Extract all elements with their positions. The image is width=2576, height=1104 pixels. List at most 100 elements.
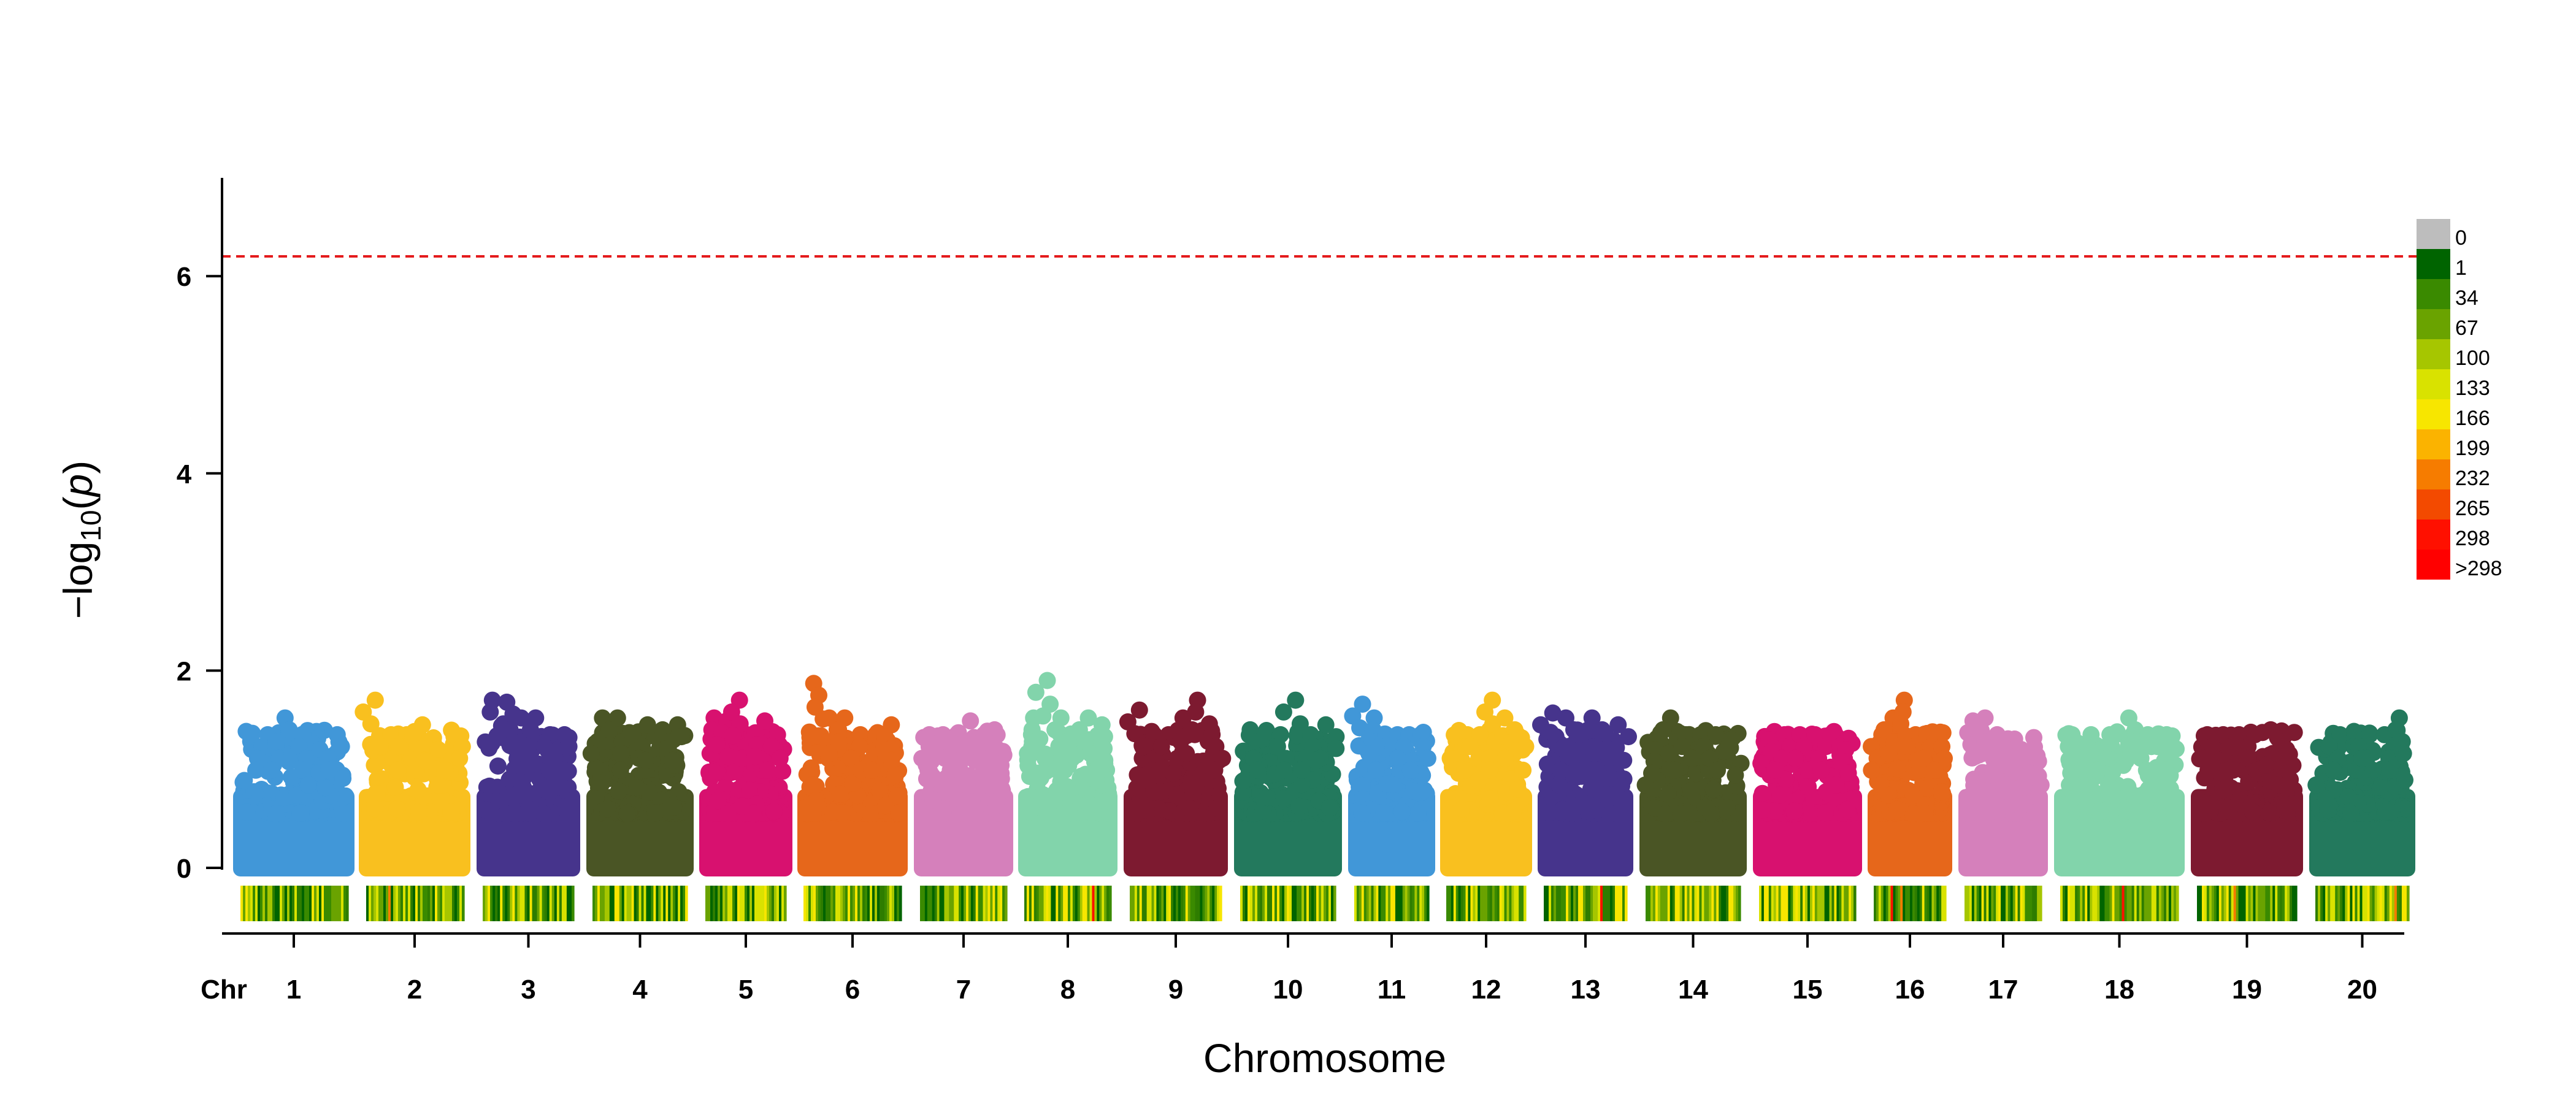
data-point bbox=[834, 804, 851, 821]
data-point bbox=[1151, 761, 1168, 779]
y-tick-label: 0 bbox=[177, 854, 191, 884]
peak-point bbox=[1079, 709, 1097, 727]
data-point bbox=[1481, 761, 1498, 779]
data-point bbox=[803, 776, 821, 794]
chromosome-14-points bbox=[1636, 709, 1750, 876]
density-strip-7 bbox=[920, 886, 1008, 921]
x-tick-label: 6 bbox=[845, 975, 860, 1005]
data-point bbox=[876, 797, 894, 815]
data-point bbox=[1660, 745, 1678, 762]
data-point bbox=[924, 791, 942, 809]
data-point bbox=[334, 805, 352, 822]
data-point bbox=[1461, 738, 1479, 756]
data-point bbox=[719, 805, 737, 822]
data-point bbox=[934, 803, 952, 821]
legend-label: >298 bbox=[2455, 557, 2502, 580]
data-point bbox=[1654, 721, 1672, 738]
data-point bbox=[861, 805, 879, 822]
data-point bbox=[2030, 753, 2047, 770]
data-point bbox=[1046, 721, 1064, 738]
data-point bbox=[1569, 797, 1587, 815]
data-point bbox=[1863, 761, 1880, 779]
data-point bbox=[1875, 721, 1893, 738]
data-point bbox=[2364, 761, 2382, 779]
data-point bbox=[890, 804, 908, 822]
x-tick-label: 19 bbox=[2232, 975, 2262, 1005]
peak-point bbox=[1609, 716, 1627, 734]
density-strip-15 bbox=[1759, 886, 1857, 921]
data-point bbox=[1696, 799, 1714, 816]
data-point bbox=[389, 761, 407, 779]
legend-swatch bbox=[2417, 219, 2450, 249]
chromosome-9-points bbox=[1119, 691, 1232, 876]
data-point bbox=[320, 761, 337, 779]
data-point bbox=[1672, 805, 1689, 822]
data-point bbox=[1178, 745, 1195, 762]
x-tick-label: 20 bbox=[2347, 975, 2377, 1005]
data-point bbox=[1998, 776, 2016, 794]
legend-swatch bbox=[2417, 279, 2450, 309]
data-point bbox=[582, 745, 600, 762]
data-point bbox=[1574, 761, 1592, 779]
data-point bbox=[871, 782, 889, 800]
data-point bbox=[2055, 796, 2073, 814]
data-point bbox=[1249, 761, 1267, 779]
data-point bbox=[1351, 719, 1368, 737]
density-strip-10 bbox=[1240, 886, 1336, 921]
peak-point bbox=[1287, 691, 1305, 709]
chromosome-11-points bbox=[1344, 696, 1436, 876]
data-point bbox=[2004, 795, 2022, 813]
density-strip-12 bbox=[1446, 886, 1527, 921]
data-point bbox=[442, 803, 460, 821]
data-point bbox=[1187, 778, 1205, 795]
x-tick-label: 4 bbox=[632, 975, 648, 1005]
data-point bbox=[515, 778, 532, 796]
data-point bbox=[1021, 768, 1038, 785]
data-point bbox=[821, 745, 838, 762]
data-point bbox=[1087, 772, 1105, 789]
data-point bbox=[1081, 745, 1099, 762]
density-strip-8 bbox=[1024, 886, 1112, 921]
data-point bbox=[1816, 804, 1834, 822]
data-point bbox=[1838, 800, 1856, 818]
data-point bbox=[2220, 802, 2238, 820]
data-point bbox=[388, 800, 406, 818]
data-point bbox=[863, 761, 881, 779]
data-point bbox=[1354, 776, 1371, 794]
data-point bbox=[1754, 801, 1771, 819]
data-point bbox=[2089, 761, 2107, 779]
data-point bbox=[611, 761, 629, 779]
data-point bbox=[1208, 800, 1226, 818]
data-point bbox=[724, 727, 742, 745]
data-point bbox=[2137, 761, 2155, 779]
x-tick-label: 15 bbox=[1793, 975, 1823, 1005]
peak-point bbox=[1707, 726, 1725, 743]
data-point bbox=[1178, 727, 1195, 745]
data-point bbox=[1056, 761, 1074, 779]
data-point bbox=[1771, 786, 1788, 804]
data-point bbox=[559, 762, 577, 780]
data-point bbox=[390, 738, 407, 756]
data-point bbox=[1367, 761, 1385, 779]
data-point bbox=[734, 749, 751, 767]
peak-point bbox=[1806, 726, 1824, 743]
data-point bbox=[1715, 743, 1733, 761]
peak-point bbox=[1544, 704, 1562, 722]
data-point bbox=[1321, 799, 1338, 816]
data-point bbox=[2259, 803, 2277, 821]
density-strip-18 bbox=[2060, 886, 2179, 921]
data-point bbox=[519, 745, 537, 762]
data-point bbox=[1481, 790, 1499, 808]
data-point bbox=[664, 751, 681, 769]
data-point bbox=[2103, 781, 2121, 799]
data-point bbox=[2204, 738, 2221, 756]
data-point bbox=[1564, 749, 1582, 767]
data-point bbox=[1917, 805, 1934, 822]
data-point bbox=[1727, 766, 1744, 784]
data-point bbox=[2020, 764, 2037, 782]
data-point bbox=[964, 793, 981, 811]
legend-label: 133 bbox=[2455, 377, 2490, 400]
chromosome-4-points bbox=[582, 709, 694, 876]
data-point bbox=[708, 762, 726, 780]
density-strip-14 bbox=[1646, 886, 1741, 921]
